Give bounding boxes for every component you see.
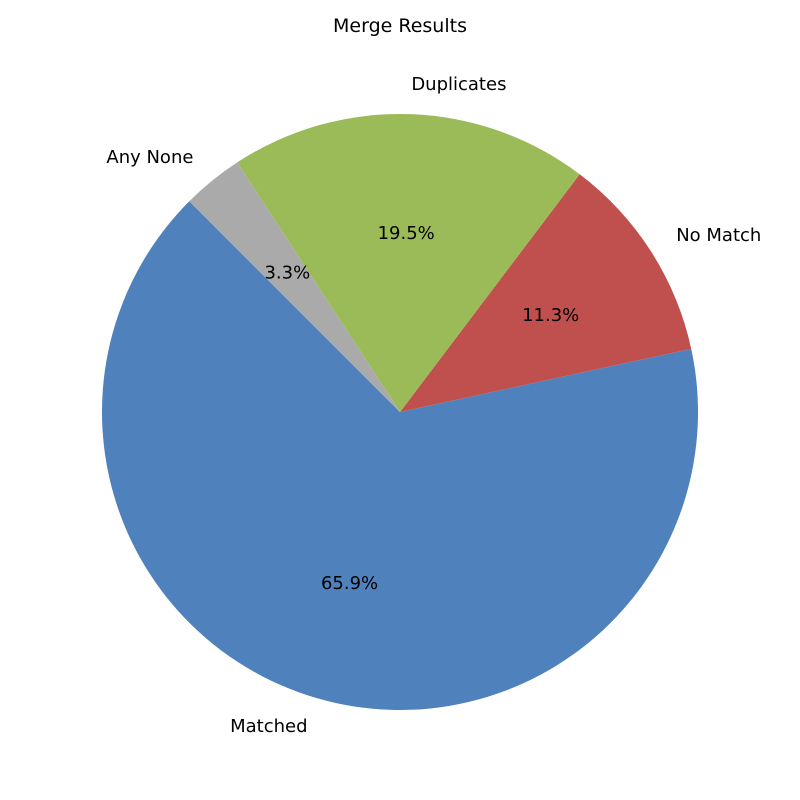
pie-slice-any-none — [189, 162, 400, 412]
slice-label-matched: Matched — [230, 716, 307, 737]
slice-percent-no-match: 11.3% — [522, 305, 579, 326]
labels-group: Matched 65.9% No Match 11.3% Duplicates 19.5%… — [106, 74, 761, 737]
slice-percent-any-none: 3.3% — [264, 263, 310, 284]
pie-slice-duplicates — [237, 113, 580, 412]
slices-group — [101, 113, 698, 711]
slice-label-any-none: Any None — [106, 147, 193, 168]
slice-percent-duplicates: 19.5% — [378, 223, 435, 244]
pie-slice-matched — [101, 201, 698, 711]
chart-title: Merge Results — [333, 15, 467, 37]
slice-label-duplicates: Duplicates — [411, 74, 506, 95]
pie-slice-no-match — [400, 174, 692, 412]
slice-label-no-match: No Match — [676, 225, 761, 246]
slice-percent-matched: 65.9% — [321, 573, 378, 594]
